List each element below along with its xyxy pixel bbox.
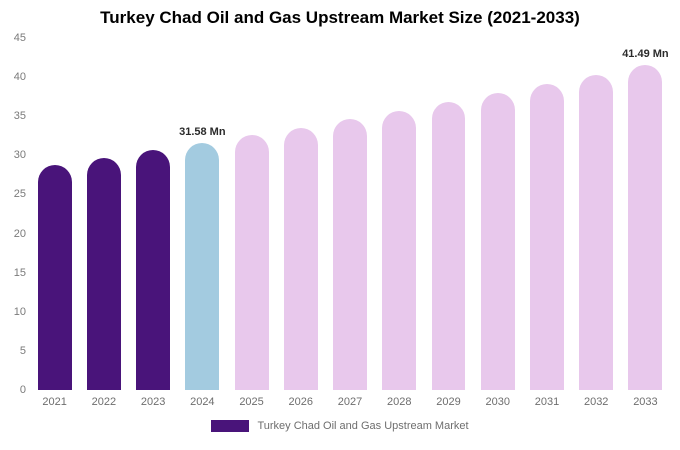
bar-slot [572,38,621,390]
y-axis-tick-label: 25 [13,188,26,201]
legend-swatch [211,420,250,432]
bar-value-label: 31.58 Mn [179,125,226,138]
y-axis-tick-label: 15 [13,266,26,279]
y-axis-tick-label: 10 [13,305,26,318]
bar-slot [325,38,374,390]
x-axis-tick-label: 2030 [485,396,510,408]
legend-label: Turkey Chad Oil and Gas Upstream Market [257,420,469,432]
y-axis-tick-label: 30 [13,149,26,162]
y-axis-tick-label: 5 [19,344,26,357]
y-axis-tick-label: 45 [13,32,26,44]
x-axis-tick-label: 2023 [140,396,166,408]
x-axis-tick-label: 2033 [633,396,658,408]
bar-slot [30,38,79,390]
bar-slot [473,38,522,390]
plot-area: 31.58 Mn 41.49 Mn [30,38,670,390]
chart-body: 0 5 10 15 20 25 30 35 40 45 31.58 Mn 41.49 Mn 2021… [4,32,670,408]
bar-2031[interactable] [529,84,564,390]
bar-slot [375,38,424,390]
x-axis-tick-label: 2028 [387,396,412,408]
bar-2025[interactable] [234,135,269,390]
x-axis-tick-label: 2021 [42,396,67,408]
y-axis-tick-label: 20 [13,227,26,240]
bar-2029[interactable] [431,102,466,390]
bar-slot [276,38,325,390]
bar-slot [227,38,276,390]
bar-2027[interactable] [333,119,367,390]
y-axis-tick-label: 40 [13,71,26,84]
bar-2026[interactable] [283,127,318,390]
bar-slot [128,38,177,390]
x-axis-tick-label: 2027 [337,396,363,408]
bar-2022[interactable] [86,157,121,390]
x-axis-tick-label: 2026 [288,396,314,408]
bar-slot: 31.58 Mn [178,38,227,390]
x-axis-tick-label: 2032 [583,396,609,408]
bar-2030[interactable] [480,93,515,390]
plot-column: 31.58 Mn 41.49 Mn 2021 2022 2023 2024 2025 202… [30,38,670,408]
y-axis-tick-label: 0 [19,384,26,396]
bar-value-label: 41.49 Mn [622,48,669,61]
x-axis-tick-label: 2025 [239,396,264,408]
y-axis-tick-label: 35 [13,110,26,123]
x-axis-tick-label: 2029 [436,396,461,408]
bar-2023[interactable] [136,150,171,390]
bar-2032[interactable] [579,74,614,390]
bar-slot [424,38,473,390]
bar-slot: 41.49 Mn [621,38,670,390]
bar-2021[interactable] [37,164,72,390]
bar-slot [522,38,571,390]
bar-slot [79,38,128,390]
chart-title: Turkey Chad Oil and Gas Upstream Market … [100,8,580,27]
legend: Turkey Chad Oil and Gas Upstream Market [0,420,680,432]
x-axis-tick-label: 2031 [534,396,560,408]
x-axis: 2021 2022 2023 2024 2025 2026 2027 2028 2029 2030… [30,396,670,408]
x-axis-tick-label: 2024 [190,396,215,408]
x-axis-tick-label: 2022 [91,396,117,408]
y-axis: 0 5 10 15 20 25 30 35 40 45 [4,32,30,396]
bar-2028[interactable] [382,110,417,390]
bar-2033[interactable] [628,65,663,390]
bar-2024[interactable] [185,142,220,390]
